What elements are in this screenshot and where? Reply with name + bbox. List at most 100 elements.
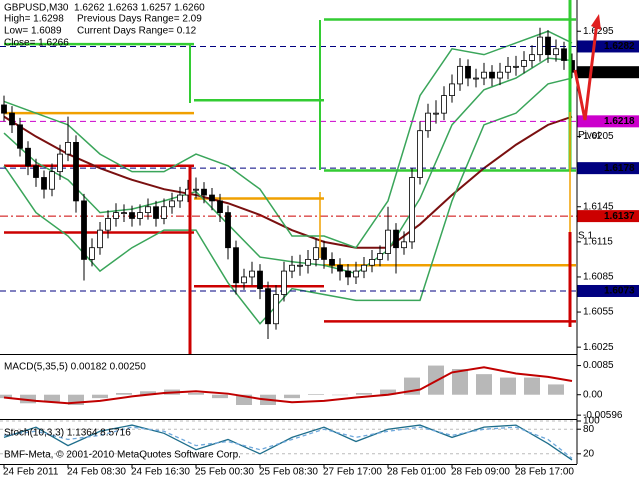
candle-body <box>89 247 95 260</box>
price-tag-label: 1.6137 <box>604 211 635 222</box>
y-tick-label: 1.6085 <box>583 272 614 283</box>
y-tick-label: 1.6205 <box>583 131 614 142</box>
candle-body <box>249 270 255 278</box>
x-tick-label: 24 Feb 16:30 <box>131 467 190 478</box>
histogram-bar <box>92 394 108 399</box>
y-tick-label: 1.6025 <box>583 342 614 353</box>
histogram-bar <box>20 394 36 404</box>
candle-body <box>537 36 543 56</box>
histogram-bar <box>0 394 12 399</box>
x-tick-label: 24 Feb 08:30 <box>67 467 126 478</box>
candle-body <box>65 141 71 155</box>
candle-body <box>57 153 63 173</box>
candle-body <box>193 188 199 191</box>
indicator-title: Stoch(10,3,3) 1.1364 8.5716 <box>4 428 131 439</box>
x-tick-label: 25 Feb 08:30 <box>259 467 318 478</box>
price-tag <box>577 284 639 297</box>
histogram-bar <box>44 394 60 402</box>
candle-body <box>169 200 175 208</box>
candle-body <box>441 95 447 114</box>
price-tag-label: 1.6218 <box>604 116 635 127</box>
candle-body <box>25 147 31 167</box>
histogram-bar <box>524 377 540 395</box>
candle-body <box>457 65 463 85</box>
candle-body <box>33 165 39 178</box>
price-info: High= 1.6298 <box>4 14 64 25</box>
price-info: Close= 1.6266 <box>4 38 69 49</box>
y-tick-label: 20 <box>583 448 595 459</box>
candle-body <box>273 294 279 325</box>
candle-body <box>9 112 15 126</box>
candle-body <box>337 264 343 272</box>
x-tick-label: 28 Feb 17:00 <box>515 467 574 478</box>
candle-body <box>305 258 311 266</box>
histogram-bar <box>500 377 516 395</box>
candle-body <box>353 270 359 278</box>
price-tag <box>577 115 639 128</box>
candle-body <box>409 177 415 243</box>
histogram-bar <box>236 394 252 405</box>
candle-body <box>265 288 271 325</box>
candle-body <box>217 200 223 213</box>
indicator-title: MACD(5,35,5) 0.00182 0.00250 <box>4 362 146 373</box>
candle-body <box>225 212 231 249</box>
candle-body <box>329 258 335 266</box>
watermark: BMF-Meta, © 2001-2010 MetaQuotes Softwar… <box>4 450 241 461</box>
candle-body <box>121 212 127 215</box>
y-tick-label: 80 <box>583 424 595 435</box>
candle-body <box>129 212 135 219</box>
candle-body <box>97 229 103 249</box>
histogram-bar <box>452 369 468 395</box>
candle-body <box>313 247 319 260</box>
y-tick-label: 1.6295 <box>583 26 614 37</box>
price-tag-label: 1.6178 <box>604 163 635 174</box>
candle-body <box>465 65 471 79</box>
candle-body <box>297 264 303 267</box>
candle-body <box>257 270 263 290</box>
histogram-bar <box>548 384 564 395</box>
candle-body <box>73 141 79 202</box>
candle-body <box>233 247 239 284</box>
histogram-bar <box>308 394 324 395</box>
histogram-bar <box>332 394 348 396</box>
symbol-header: GBPUSD,M30 1.6262 1.6263 1.6257 1.6260 <box>4 3 205 14</box>
candle-body <box>473 77 479 80</box>
candle-body <box>241 276 247 284</box>
price-tag <box>577 162 639 175</box>
histogram-bar <box>380 389 396 395</box>
candle-body <box>393 229 399 249</box>
price-info: Low= 1.6089 <box>4 26 62 37</box>
y-tick-label: 1.6055 <box>583 307 614 318</box>
signal-line <box>3 366 573 405</box>
histogram-bar <box>212 394 228 399</box>
x-tick-label: 25 Feb 00:30 <box>195 467 254 478</box>
candle-body <box>385 229 391 254</box>
x-tick-label: 28 Feb 01:00 <box>387 467 446 478</box>
level-annotation: Pivot <box>578 130 600 141</box>
histogram-bar <box>356 393 372 395</box>
candle-body <box>505 65 511 73</box>
stoch-line <box>3 424 573 461</box>
candle-body <box>489 71 495 79</box>
candle-body <box>449 83 455 97</box>
histogram-bar <box>116 393 132 395</box>
level-annotation: S 1 <box>578 231 593 242</box>
candle-body <box>481 71 487 79</box>
arrow-head <box>591 14 601 30</box>
price-tag <box>577 210 639 223</box>
candle-body <box>345 270 351 278</box>
candle-body <box>377 253 383 260</box>
candle-body <box>209 194 215 202</box>
candle-body <box>289 264 295 272</box>
candle-body <box>361 264 367 272</box>
candle-body <box>425 112 431 132</box>
stoch-line <box>3 426 573 459</box>
histogram-bar <box>140 391 156 395</box>
candle-body <box>137 212 143 219</box>
indicator-line <box>3 30 573 249</box>
candle-body <box>401 241 407 249</box>
candle-body <box>545 36 551 56</box>
range-info: Current Days Range= 0.12 <box>77 26 197 37</box>
y-tick-label: 1.6145 <box>583 201 614 212</box>
